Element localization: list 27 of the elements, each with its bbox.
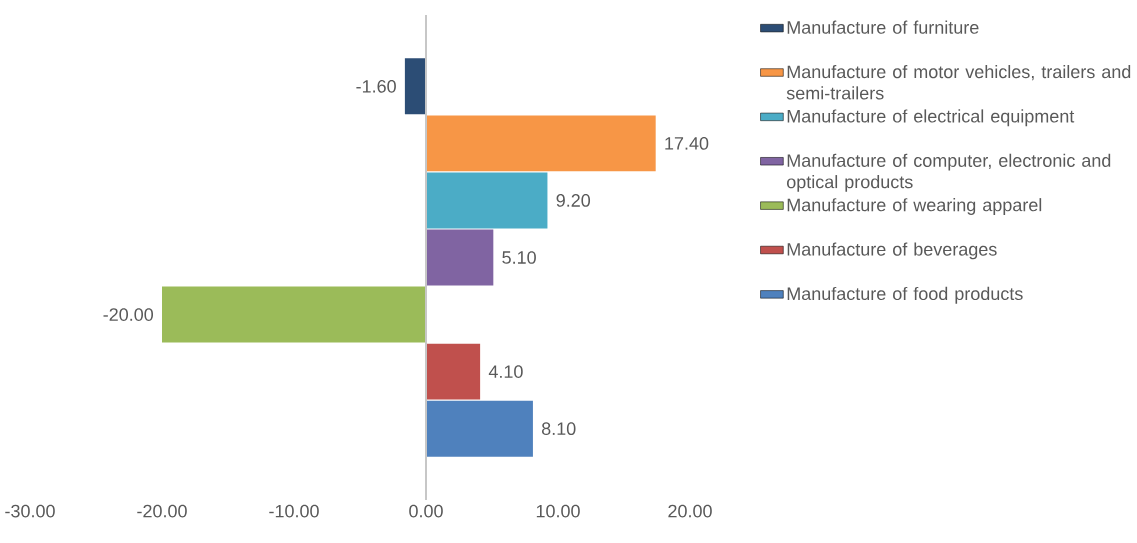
data-label: 8.10 (541, 422, 576, 436)
bar (426, 229, 494, 286)
bar (162, 286, 427, 343)
bar (426, 400, 533, 457)
x-tick-label: 0.00 (409, 504, 443, 518)
data-label: 4.10 (488, 365, 523, 378)
data-label: -20.00 (103, 308, 154, 321)
legend-label: Manufacture of wearing apparel (787, 198, 1042, 215)
bar (426, 115, 656, 172)
legend-label: Manufacture of food products (787, 286, 1023, 304)
bar (426, 172, 548, 229)
x-tick-label: 20.00 (668, 504, 712, 518)
data-label: 5.10 (502, 251, 536, 264)
data-label: 9.20 (556, 194, 591, 207)
legend-label: Manufacture of motor vehicles, trailers and semi-trailers (786, 64, 1131, 100)
x-tick-label: -10.00 (269, 504, 319, 518)
x-tick-label: 10.00 (536, 504, 580, 518)
legend-label: Manufacture of computer, electronic and optical products (786, 153, 1111, 192)
bar (426, 343, 481, 400)
x-tick-label: -20.00 (137, 504, 187, 518)
data-label: -1.60 (356, 79, 396, 93)
legend-label: Manufacture of furniture (787, 20, 979, 34)
data-label: 17.40 (665, 137, 709, 150)
legend-label: Manufacture of beverages (787, 242, 997, 260)
legend-label: Manufacture of electrical equipment (787, 109, 1075, 127)
x-tick-label: -30.00 (5, 504, 55, 518)
bar (404, 58, 427, 115)
